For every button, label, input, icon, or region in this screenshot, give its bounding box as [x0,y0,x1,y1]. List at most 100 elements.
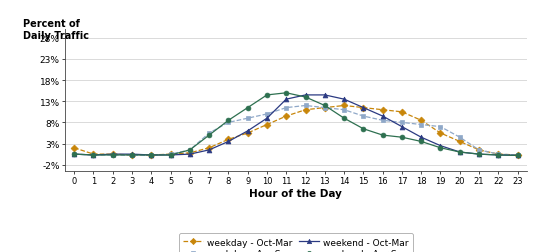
weekend - Apr-Sep [341,117,348,120]
weekend - Apr-Sep [399,136,405,139]
weekend - Apr-Sep [302,96,309,99]
weekday - Apr-Sep [418,123,424,127]
weekday - Oct-Mar [90,153,97,156]
weekend - Apr-Sep [322,105,328,108]
weekend - Oct-Mar [399,125,405,129]
weekend - Oct-Mar [225,140,232,143]
weekday - Apr-Sep [148,154,154,157]
weekday - Apr-Sep [437,125,444,129]
weekday - Oct-Mar [476,149,482,152]
weekend - Apr-Sep [244,107,251,110]
weekend - Oct-Mar [379,115,386,118]
weekend - Oct-Mar [90,154,97,157]
weekday - Oct-Mar [418,119,424,122]
weekend - Apr-Sep [514,154,521,157]
weekday - Oct-Mar [322,107,328,110]
weekday - Apr-Sep [244,117,251,120]
weekend - Oct-Mar [457,151,463,154]
weekend - Oct-Mar [129,153,135,156]
weekday - Oct-Mar [341,105,348,108]
weekend - Apr-Sep [206,134,213,137]
weekend - Apr-Sep [264,94,270,97]
weekday - Oct-Mar [187,152,193,155]
weekday - Oct-Mar [360,107,366,110]
weekday - Oct-Mar [302,109,309,112]
weekday - Oct-Mar [437,132,444,135]
X-axis label: Hour of the Day: Hour of the Day [250,188,342,198]
weekend - Apr-Sep [437,147,444,150]
weekend - Apr-Sep [71,153,77,156]
weekend - Apr-Sep [187,149,193,152]
weekend - Oct-Mar [360,107,366,110]
weekday - Oct-Mar [514,154,521,157]
weekday - Oct-Mar [244,132,251,135]
weekday - Apr-Sep [225,121,232,124]
weekday - Apr-Sep [283,107,289,110]
weekday - Oct-Mar [283,115,289,118]
weekend - Oct-Mar [110,153,116,156]
weekday - Apr-Sep [457,136,463,139]
weekday - Oct-Mar [457,140,463,143]
Legend: weekday - Oct-Mar, weekday - Apr-Sep, weekend - Oct-Mar, weekend - Apr-Sep: weekday - Oct-Mar, weekday - Apr-Sep, we… [179,233,413,252]
Line: weekday - Apr-Sep: weekday - Apr-Sep [72,104,520,158]
weekend - Apr-Sep [476,153,482,156]
weekday - Oct-Mar [129,154,135,157]
weekday - Oct-Mar [110,153,116,156]
Text: Percent of
Daily Traffic: Percent of Daily Traffic [23,19,89,41]
weekend - Oct-Mar [206,149,213,152]
weekend - Oct-Mar [148,154,154,157]
weekday - Apr-Sep [399,121,405,124]
weekend - Oct-Mar [264,117,270,120]
weekday - Oct-Mar [399,111,405,114]
weekend - Oct-Mar [187,153,193,156]
weekend - Oct-Mar [514,154,521,157]
weekday - Oct-Mar [206,147,213,150]
weekend - Apr-Sep [457,151,463,154]
weekday - Oct-Mar [264,123,270,127]
weekday - Oct-Mar [225,138,232,141]
weekday - Apr-Sep [110,154,116,157]
weekend - Oct-Mar [341,98,348,101]
weekend - Apr-Sep [283,92,289,95]
weekend - Oct-Mar [322,94,328,97]
weekday - Apr-Sep [71,153,77,156]
weekend - Apr-Sep [148,154,154,157]
weekday - Apr-Sep [379,119,386,122]
weekday - Oct-Mar [148,154,154,157]
weekday - Apr-Sep [495,153,501,156]
weekend - Apr-Sep [225,119,232,122]
weekend - Oct-Mar [302,94,309,97]
weekend - Apr-Sep [360,128,366,131]
Line: weekend - Apr-Sep: weekend - Apr-Sep [72,91,520,158]
weekend - Apr-Sep [495,154,501,157]
weekend - Oct-Mar [167,154,174,157]
weekday - Apr-Sep [302,105,309,108]
weekend - Apr-Sep [167,154,174,157]
weekday - Apr-Sep [514,154,521,157]
weekend - Oct-Mar [244,130,251,133]
weekday - Apr-Sep [129,154,135,157]
weekend - Apr-Sep [379,134,386,137]
Line: weekend - Oct-Mar: weekend - Oct-Mar [72,93,520,158]
weekday - Apr-Sep [341,109,348,112]
weekend - Oct-Mar [476,153,482,156]
weekday - Apr-Sep [476,149,482,152]
weekday - Apr-Sep [322,107,328,110]
weekday - Oct-Mar [495,153,501,156]
weekend - Apr-Sep [129,154,135,157]
weekday - Apr-Sep [187,149,193,152]
weekday - Oct-Mar [167,153,174,156]
weekend - Oct-Mar [71,153,77,156]
weekend - Oct-Mar [283,98,289,101]
weekday - Apr-Sep [206,132,213,135]
weekend - Oct-Mar [437,145,444,148]
weekend - Oct-Mar [418,136,424,139]
weekday - Apr-Sep [90,154,97,157]
weekend - Apr-Sep [110,154,116,157]
weekend - Oct-Mar [495,154,501,157]
weekday - Apr-Sep [167,153,174,156]
weekend - Apr-Sep [418,140,424,143]
weekday - Oct-Mar [71,147,77,150]
weekday - Apr-Sep [360,115,366,118]
Line: weekday - Oct-Mar: weekday - Oct-Mar [72,104,520,158]
